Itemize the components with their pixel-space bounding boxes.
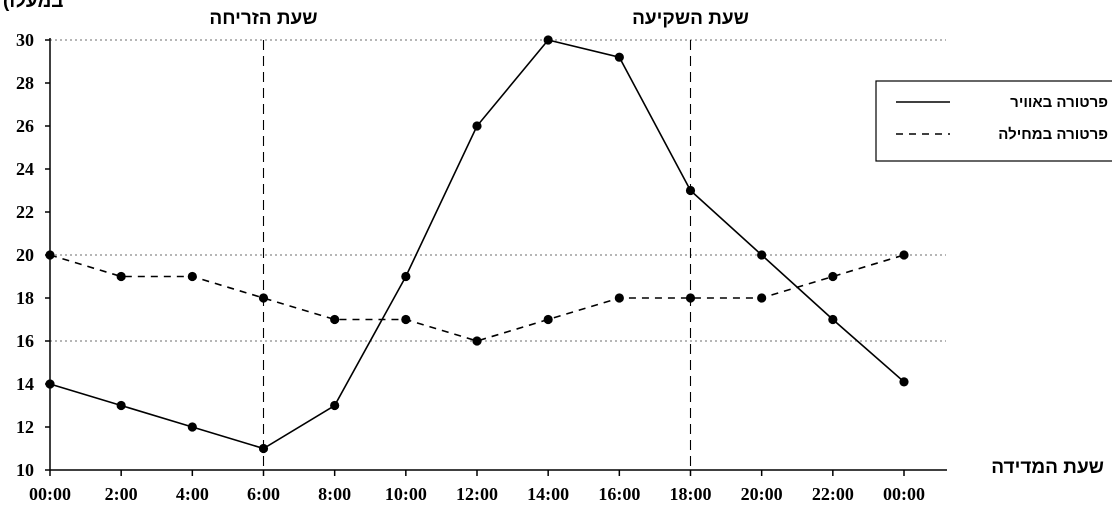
x-tick-label-0: 00:00 [29, 484, 71, 504]
series-1-point-4 [330, 314, 340, 325]
x-tick-label-9: 18:00 [670, 484, 712, 504]
series-0-point-2 [187, 422, 197, 432]
series-line-0 [49, 39, 905, 450]
series-1-point-2 [187, 271, 197, 282]
x-tick-label-4: 8:00 [318, 484, 351, 504]
x-tick-label-8: 16:00 [598, 484, 640, 504]
series-0-point-5 [401, 271, 411, 282]
annotation-label-1: שעת השקיעה [632, 8, 749, 29]
y-tick-label-22: 22 [16, 202, 34, 222]
series-1-point-10 [757, 293, 767, 303]
x-tick-label-6: 12:00 [456, 484, 498, 504]
labels-layer: שעת הזריחה שעת השקיעה 10 12 14 16 18 20 22 24 26 28… [3, 0, 1104, 504]
x-tick-label-1: 2:00 [105, 484, 138, 504]
legend-box [875, 80, 1112, 162]
y-tick-label-24: 24 [16, 159, 34, 179]
series-0-point-12 [899, 377, 909, 387]
series-layer [45, 35, 909, 454]
y-tick-label-18: 18 [16, 288, 34, 308]
y-axis-label: (במעלו [3, 0, 63, 12]
axes-layer [45, 38, 947, 476]
series-1-point-11 [828, 271, 838, 282]
series-1-point-9 [685, 293, 696, 303]
y-tick-label-16: 16 [16, 331, 34, 351]
grid-layer [50, 39, 946, 342]
series-1-point-5 [401, 314, 411, 325]
annotation-layer [262, 40, 692, 470]
series-0-point-7 [543, 35, 553, 45]
legend-label-0: פרטורה באוויר [1010, 94, 1108, 111]
legend: פרטורה באוויר פרטורה במחילה [875, 80, 1112, 162]
series-0-point-8 [614, 52, 624, 62]
series-0-point-1 [116, 400, 126, 411]
series-0-point-0 [45, 379, 55, 389]
series-1-point-6 [472, 336, 482, 346]
series-1-point-8 [614, 293, 624, 303]
series-1-point-12 [899, 250, 909, 260]
series-0-point-6 [472, 121, 482, 131]
series-0-point-3 [258, 443, 269, 454]
x-tick-label-5: 10:00 [385, 484, 427, 504]
y-tick-label-10: 10 [16, 460, 34, 480]
series-1-point-3 [258, 293, 269, 303]
x-tick-label-11: 22:00 [812, 484, 854, 504]
legend-label-1: פרטורה במחילה [998, 126, 1108, 143]
y-tick-label-14: 14 [16, 374, 34, 394]
y-tick-label-20: 20 [16, 245, 34, 265]
x-tick-label-10: 20:00 [741, 484, 783, 504]
y-tick-label-26: 26 [16, 116, 34, 136]
x-tick-label-7: 14:00 [527, 484, 569, 504]
series-1-point-1 [116, 271, 126, 282]
y-tick-label-12: 12 [16, 417, 34, 437]
annotation-label-0: שעת הזריחה [209, 8, 317, 29]
y-tick-label-30: 30 [16, 30, 34, 50]
x-tick-label-2: 4:00 [176, 484, 209, 504]
y-tick-label-28: 28 [16, 73, 34, 93]
series-0-point-4 [330, 400, 340, 411]
series-0-point-9 [685, 185, 696, 196]
series-1-point-0 [45, 250, 55, 260]
series-0-point-11 [828, 314, 838, 325]
x-axis-label: שעת המדידה [991, 457, 1104, 478]
x-tick-label-12: 00:00 [883, 484, 925, 504]
x-tick-label-3: 6:00 [247, 484, 280, 504]
series-1-point-7 [543, 314, 553, 325]
series-0-point-10 [757, 250, 767, 260]
